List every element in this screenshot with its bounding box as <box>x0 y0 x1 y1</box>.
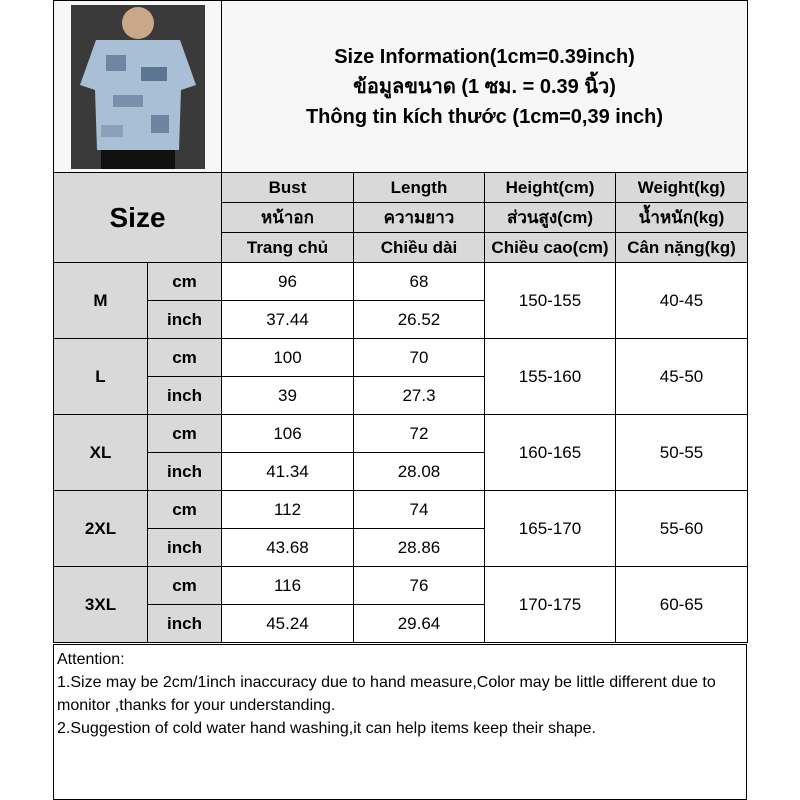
table-row-inch: inch 43.68 28.86 <box>54 528 748 567</box>
product-photo-cell <box>53 0 222 173</box>
table-row-cm: 2XL cm 112 74 165-170 55-60 <box>53 490 749 567</box>
unit-label: inch <box>147 452 222 491</box>
attention-box: Attention: 1.Size may be 2cm/1inch inacc… <box>53 644 747 800</box>
bust-value: 116 <box>221 566 354 605</box>
height-value: 150-155 <box>484 262 616 339</box>
header-bust: Bust <box>221 172 354 203</box>
bust-value: 45.24 <box>221 604 354 643</box>
header-weight-vi: Cân nặng(kg) <box>614 232 749 263</box>
attention-note-1: 1.Size may be 2cm/1inch inaccuracy due t… <box>57 674 716 714</box>
title-vi: Thông tin kích thước (1cm=0,39 inch) <box>305 105 664 128</box>
table-row-inch: inch 45.24 29.64 <box>54 604 748 643</box>
unit-label: cm <box>147 490 222 529</box>
table-row-cm: L cm 100 70 155-160 45-50 <box>53 338 749 415</box>
size-name: 2XL <box>53 490 148 567</box>
attention-note-2: 2.Suggestion of cold water hand washing,… <box>57 720 596 737</box>
length-value: 70 <box>353 338 485 377</box>
length-value: 68 <box>353 262 485 301</box>
table-row-cm: 3XL cm 116 76 170-175 60-65 <box>53 566 749 643</box>
bust-value: 112 <box>221 490 354 529</box>
header-height-vi: Chiều cao(cm) <box>484 232 616 263</box>
header-height: Height(cm) <box>484 172 616 203</box>
bust-value: 100 <box>221 338 354 377</box>
length-value: 76 <box>353 566 485 605</box>
length-value: 26.52 <box>353 300 485 339</box>
length-value: 28.08 <box>353 452 485 491</box>
length-value: 72 <box>353 414 485 453</box>
bust-value: 43.68 <box>221 528 354 567</box>
size-name: M <box>53 262 148 339</box>
bust-value: 41.34 <box>221 452 354 491</box>
unit-label: cm <box>147 414 222 453</box>
bust-value: 37.44 <box>221 300 354 339</box>
header-height-th: ส่วนสูง(cm) <box>484 202 616 233</box>
table-row-inch: inch 39 27.3 <box>54 376 748 415</box>
length-value: 27.3 <box>353 376 485 415</box>
length-value: 28.86 <box>353 528 485 567</box>
bust-value: 106 <box>221 414 354 453</box>
unit-label: cm <box>147 566 222 605</box>
height-value: 160-165 <box>484 414 616 491</box>
title-en: Size Information(1cm=0.39inch) <box>334 45 635 68</box>
weight-value: 40-45 <box>614 262 749 339</box>
title-th: ข้อมูลขนาด (1 ซม. = 0.39 นิ้ว) <box>353 75 616 98</box>
table-row-cm: XL cm 106 72 160-165 50-55 <box>53 414 749 491</box>
unit-label: cm <box>147 338 222 377</box>
height-value: 155-160 <box>484 338 616 415</box>
size-name: 3XL <box>53 566 148 643</box>
table-row-inch: inch 37.44 26.52 <box>54 300 748 339</box>
table-row-cm: M cm 96 68 150-155 40-45 <box>53 262 749 339</box>
attention-heading: Attention: <box>57 651 125 668</box>
header-weight: Weight(kg) <box>614 172 749 203</box>
unit-label: inch <box>147 300 222 339</box>
length-value: 29.64 <box>353 604 485 643</box>
height-value: 170-175 <box>484 566 616 643</box>
unit-label: inch <box>147 604 222 643</box>
weight-value: 45-50 <box>614 338 749 415</box>
product-photo <box>70 4 205 169</box>
title-cell: Size Information(1cm=0.39inch) ข้อมูลขนา… <box>220 0 749 173</box>
length-value: 74 <box>353 490 485 529</box>
size-name: L <box>53 338 148 415</box>
height-value: 165-170 <box>484 490 616 567</box>
size-name: XL <box>53 414 148 491</box>
header-length-th: ความยาว <box>353 202 485 233</box>
header-bust-vi: Trang chủ <box>221 232 354 263</box>
weight-value: 60-65 <box>614 566 749 643</box>
bust-value: 96 <box>221 262 354 301</box>
weight-value: 50-55 <box>614 414 749 491</box>
header-length: Length <box>353 172 485 203</box>
bust-value: 39 <box>221 376 354 415</box>
header-bust-th: หน้าอก <box>221 202 354 233</box>
weight-value: 55-60 <box>614 490 749 567</box>
size-chart-table: Size Information(1cm=0.39inch) ข้อมูลขนา… <box>53 0 749 643</box>
unit-label: cm <box>147 262 222 301</box>
unit-label: inch <box>147 376 222 415</box>
header-length-vi: Chiều dài <box>353 232 485 263</box>
header-weight-th: น้ำหนัก(kg) <box>614 202 749 233</box>
unit-label: inch <box>147 528 222 567</box>
table-row-inch: inch 41.34 28.08 <box>54 452 748 491</box>
size-header: Size <box>53 172 222 263</box>
